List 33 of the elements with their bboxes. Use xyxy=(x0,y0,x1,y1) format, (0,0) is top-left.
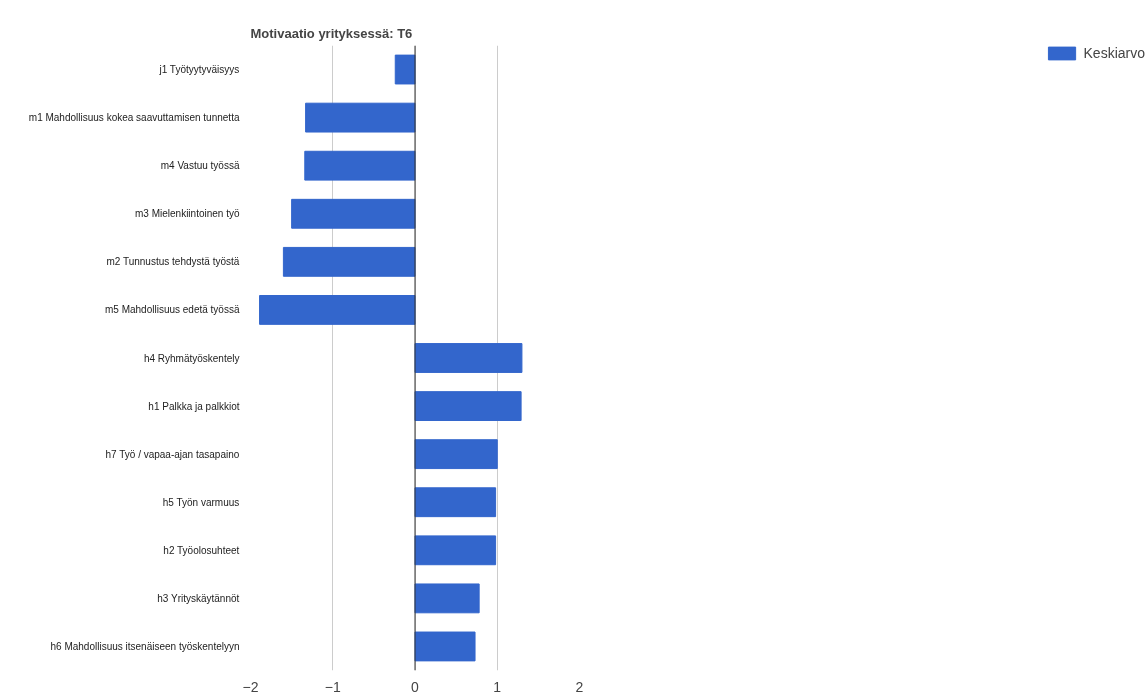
y-tick-label: h2 Työolosuhteet xyxy=(163,544,240,556)
x-tick-label: −2 xyxy=(242,678,259,695)
y-tick-label: h5 Työn varmuus xyxy=(162,496,240,508)
bar xyxy=(414,487,497,518)
x-tick-label: 1 xyxy=(493,678,502,695)
bar xyxy=(282,246,416,277)
y-tick-label: h4 Ryhmätyöskentely xyxy=(143,352,240,364)
y-tick-label: h7 Työ / vapaa-ajan tasapaino xyxy=(105,448,240,460)
x-tick-label: 2 xyxy=(575,678,584,695)
y-tick-label: m5 Mahdollisuus edetä työssä xyxy=(104,304,240,316)
y-tick-label: m1 Mahdollisuus kokea saavuttamisen tunnetta xyxy=(28,112,240,124)
legend-label: Keskiarvo xyxy=(1083,45,1145,61)
bar xyxy=(414,631,476,662)
y-tick-label: m3 Mielenkiintoinen työ xyxy=(135,208,240,220)
bar xyxy=(414,343,523,373)
bar xyxy=(414,439,498,470)
y-tick-label: j1 Työtyytyväisyys xyxy=(158,64,240,76)
bar xyxy=(305,102,416,133)
bar xyxy=(414,391,522,421)
bar xyxy=(291,198,416,229)
chart-title: Motivaatio yrityksessä: T6 xyxy=(250,25,413,41)
y-tick-label: h6 Mahdollisuus itsenäiseen työskentelyyn xyxy=(50,640,240,652)
bar xyxy=(259,295,416,325)
bar xyxy=(414,535,497,566)
y-tick-label: m2 Tunnustus tehdystä työstä xyxy=(106,256,240,268)
bar xyxy=(304,150,416,181)
y-tick-label: h3 Yrityskäytännöt xyxy=(157,592,240,604)
bar xyxy=(394,54,416,85)
y-tick-label: m4 Vastuu työssä xyxy=(160,160,240,172)
x-tick-label: 0 xyxy=(411,678,420,695)
y-tick-label: h1 Palkka ja palkkiot xyxy=(148,400,240,412)
bar xyxy=(414,583,480,614)
x-tick-label: −1 xyxy=(324,678,341,695)
